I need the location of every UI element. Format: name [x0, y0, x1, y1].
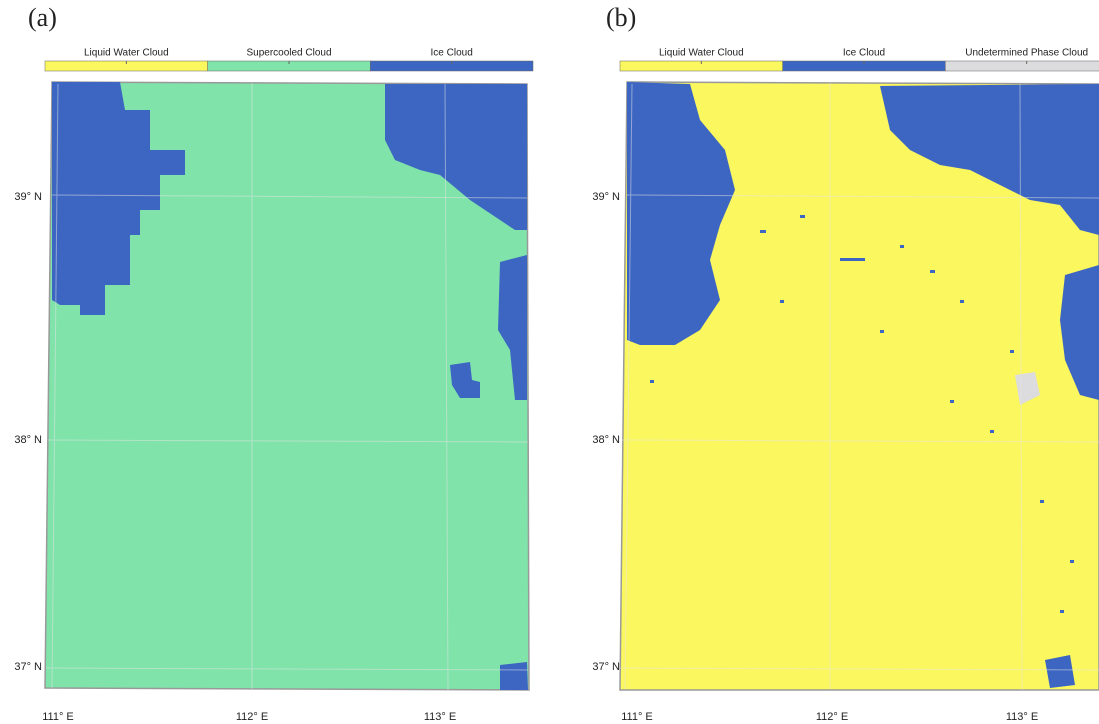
lat-label: 39° N: [592, 191, 620, 203]
legend-label: Liquid Water Cloud: [84, 48, 169, 59]
lat-label: 37° N: [592, 661, 620, 673]
lat-label: 39° N: [14, 191, 42, 203]
legend-label: Ice Cloud: [843, 48, 885, 59]
legend-label: Supercooled Cloud: [246, 48, 331, 59]
legend-label: Liquid Water Cloud: [659, 48, 744, 59]
lat-label: 38° N: [14, 434, 42, 446]
lon-label: 113° E: [1006, 711, 1038, 723]
ice-region: [1045, 655, 1075, 688]
panel-label: (b): [606, 3, 636, 32]
ice-region: [500, 662, 528, 690]
legend-swatch: [945, 61, 1099, 71]
map-b: [620, 82, 1099, 690]
legend-label: Ice Cloud: [431, 48, 473, 59]
lat-label: 37° N: [14, 661, 42, 673]
lon-label: 111° E: [621, 711, 653, 723]
lon-label: 111° E: [42, 711, 74, 723]
lon-label: 112° E: [236, 711, 268, 723]
panel-label: (a): [28, 3, 57, 32]
legend-label: Undetermined Phase Cloud: [965, 48, 1088, 59]
map-a: [45, 82, 529, 690]
lat-label: 38° N: [592, 434, 620, 446]
lon-label: 113° E: [424, 711, 456, 723]
figure: (a) Liquid Water Cloud Supercooled Cloud Ic…: [0, 0, 1099, 724]
lon-label: 112° E: [816, 711, 848, 723]
